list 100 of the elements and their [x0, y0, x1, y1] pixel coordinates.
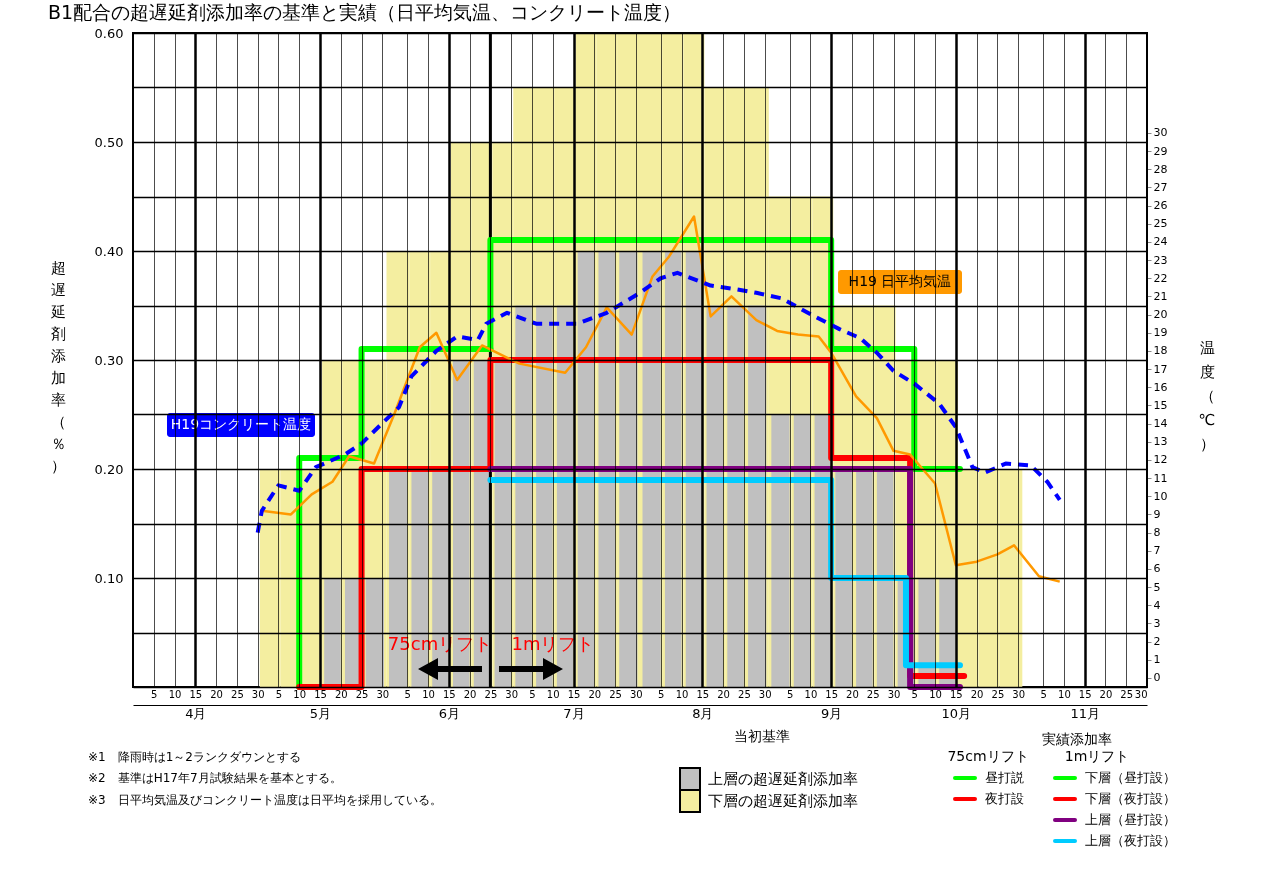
x2-tick-label: 6月	[438, 705, 460, 721]
x-tick-label: 10	[675, 688, 689, 700]
x-tick-label: 20	[463, 688, 477, 700]
x2-tick-label: 4月	[185, 705, 207, 721]
x-tick-label: 15	[314, 688, 327, 700]
y2-tick-label: 23	[1153, 253, 1168, 267]
x-tick-label: 10	[168, 688, 182, 700]
text: 実績添加率	[1042, 731, 1112, 747]
y2-tick-label: 9	[1153, 507, 1161, 521]
x-tick-label: 20	[970, 688, 984, 700]
legend-label: 下層（夜打設）	[1085, 791, 1176, 806]
x-tick-label: 30	[629, 688, 643, 700]
y2-tick-label: 8	[1153, 526, 1161, 540]
y2-tick-label: 4	[1153, 598, 1161, 612]
x-tick-label: 25	[355, 688, 369, 700]
y2-tick-label: 1	[1153, 653, 1161, 667]
y2-tick-label: 14	[1153, 417, 1168, 431]
y2-tick-label: 13	[1153, 435, 1168, 449]
x-tick-label: 15	[567, 688, 581, 700]
text: 当初基準	[734, 728, 790, 744]
x-tick-label: 5	[786, 688, 794, 700]
x-tick-label: 5	[911, 688, 918, 700]
legend-label: 夜打設	[985, 791, 1024, 806]
x-tick-label: 25	[738, 688, 751, 700]
x2-tick-label: 8月	[692, 705, 714, 721]
y2-tick-label: 21	[1153, 289, 1168, 303]
text: 1mリフト	[1064, 748, 1130, 764]
x-tick-label: 5	[1040, 688, 1047, 700]
x-tick-label: 20	[846, 688, 859, 700]
y2-tick-label: 15	[1153, 398, 1168, 412]
x2-tick-label: 7月	[563, 705, 585, 721]
y-tick-label: 0.60	[94, 25, 124, 41]
y2-tick-label: 25	[1153, 217, 1168, 231]
x-tick-label: 30	[505, 688, 519, 700]
legend-label: 下層（昼打設）	[1085, 770, 1176, 785]
x-tick-label: 10	[422, 688, 435, 700]
y-tick-label: 0.10	[94, 570, 124, 586]
y2-tick-label: 27	[1153, 180, 1168, 194]
y2-tick-label: 17	[1153, 362, 1168, 376]
legend-label: 下層の超遅延剤添加率	[708, 792, 858, 810]
x-tick-label: 20	[1099, 688, 1113, 700]
x-tick-label: 5	[658, 688, 665, 700]
x2-tick-label: 9月	[821, 705, 843, 721]
y2-tick-label: 28	[1153, 162, 1168, 176]
y2-tick-label: 22	[1153, 271, 1168, 285]
x-tick-label: 20	[210, 688, 223, 700]
legend-label: 上層（夜打設）	[1085, 833, 1176, 848]
y2-tick-label: 19	[1153, 326, 1168, 340]
x-tick-label: 30	[1134, 688, 1148, 700]
y2-tick-label: 29	[1153, 144, 1168, 158]
text: ※3 日平均気温及びコンクリート温度は日平均を採用している。	[88, 793, 442, 807]
y2-tick-label: 2	[1153, 635, 1161, 649]
x-tick-label: 25	[484, 688, 498, 700]
y2-tick-label: 11	[1153, 471, 1168, 485]
y2-tick-label: 16	[1153, 380, 1168, 394]
y2-tick-label: 24	[1153, 235, 1168, 249]
x-tick-label: 25	[1120, 688, 1134, 700]
y2-axis-title: 温度（℃）	[1198, 339, 1216, 453]
x-tick-label: 15	[696, 688, 710, 700]
text: 75cmリフト	[947, 748, 1029, 764]
x-tick-label: 15	[825, 688, 839, 700]
legend-label: 上層の超遅延剤添加率	[708, 770, 858, 788]
legend-label: 昼打説	[985, 770, 1024, 785]
x-tick-label: 15	[189, 688, 203, 700]
y2-tick-label: 6	[1153, 562, 1161, 576]
x-tick-label: 30	[251, 688, 265, 700]
legend-label: 上層（昼打設）	[1085, 812, 1176, 827]
x-tick-label: 5	[529, 688, 536, 700]
y2-tick-label: 5	[1153, 580, 1161, 594]
text: ※1 降雨時は1～2ランクダウンとする	[88, 750, 301, 764]
y2-tick-label: 26	[1153, 199, 1168, 213]
y2-tick-label: 3	[1153, 616, 1161, 630]
x-tick-label: 10	[293, 688, 307, 700]
x-tick-label: 5	[275, 688, 283, 700]
x-tick-label: 15	[442, 688, 456, 700]
x-tick-label: 5	[151, 688, 158, 700]
y2-tick-label: 18	[1153, 344, 1168, 358]
y-tick-label: 0.40	[94, 243, 124, 259]
x-tick-label: 15	[1078, 688, 1092, 700]
text: ※2 基準はH17年7月試験結果を基本とする。	[88, 771, 342, 785]
y2-tick-label: 10	[1153, 489, 1168, 503]
x-tick-label: 25	[866, 688, 880, 700]
y-tick-label: 0.50	[94, 134, 124, 150]
x2-tick-label: 10月	[941, 705, 972, 721]
x-tick-label: 20	[588, 688, 602, 700]
x-tick-label: 10	[929, 688, 942, 700]
x-tick-label: 10	[1058, 688, 1071, 700]
y2-tick-label: 0	[1153, 671, 1161, 685]
chart-title: B1配合の超遅延剤添加率の基準と実績（日平均気温、コンクリート温度）	[48, 1, 682, 23]
x-tick-label: 10	[804, 688, 818, 700]
x-tick-label: 10	[546, 688, 560, 700]
x-tick-label: 5	[404, 688, 411, 700]
x-tick-label: 25	[991, 688, 1005, 700]
x-tick-label: 30	[758, 688, 772, 700]
x-tick-label: 30	[887, 688, 901, 700]
y2-tick-label: 30	[1153, 126, 1168, 140]
x-tick-label: 20	[334, 688, 348, 700]
y-tick-label: 0.30	[94, 352, 124, 368]
text: 超遅延剤添加率（％）	[50, 259, 66, 475]
x2-tick-label: 11月	[1070, 705, 1100, 721]
